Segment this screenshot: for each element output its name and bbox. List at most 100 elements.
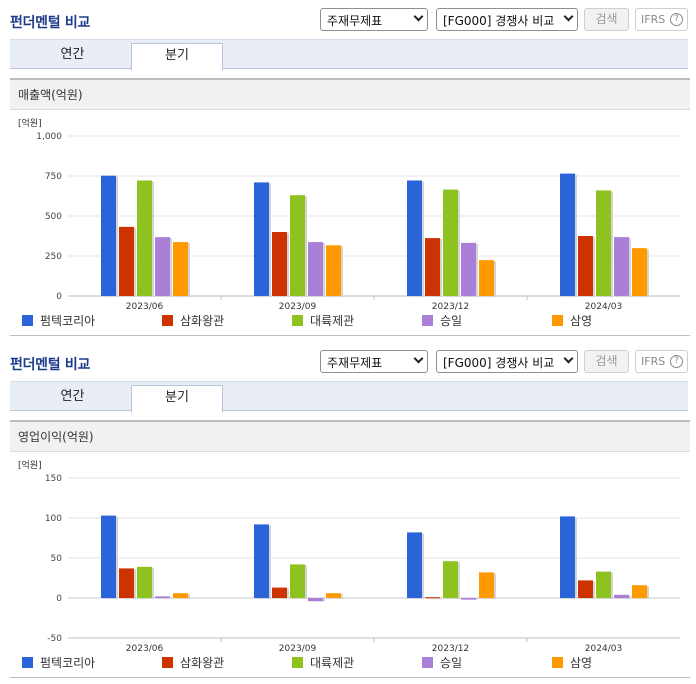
bar [119,568,134,598]
panel-title: 펀더멘털 비교 [10,15,91,31]
legend-item[interactable]: 삼화왕관 [162,312,224,329]
bar [407,180,422,296]
y-tick-label: 0 [56,594,62,604]
bar [425,597,440,599]
legend-swatch [162,315,173,326]
panel-title: 펀더멘털 비교 [10,357,91,373]
divider [10,335,690,336]
tab-quarter[interactable]: 분기 [131,43,223,71]
legend-item[interactable]: 대륙제관 [292,654,354,671]
y-tick-label: 500 [45,212,62,222]
bar [308,598,323,602]
legend-item[interactable]: 삼영 [552,654,592,671]
legend-swatch [552,657,563,668]
bar [308,242,323,296]
bar [173,593,188,598]
compare-select[interactable]: [FG000] 경쟁사 비교 [436,8,578,31]
ifrs-help-button[interactable]: IFRS ? [635,350,688,373]
bar [632,248,647,296]
legend-label: 승일 [440,656,463,670]
operating-profit-chart-svg: [억원] -50 0 50 100 150 2023/06 2023/09 2023/12 202… [18,459,680,654]
legend-label: 삼영 [570,656,593,670]
legend-item[interactable]: 펌텍코리아 [22,654,95,671]
bar-shadow [427,598,442,600]
revenue-chart-svg: [억원] 0 250 500 750 1,000 2023/06 2023/09 2023/12… [18,117,680,312]
x-tick-label: 2023/12 [432,644,469,654]
bar [101,175,116,296]
compare-select-value: [FG000] 경쟁사 비교 [443,14,555,28]
operating-profit-legend: 펌텍코리아 삼화왕관 대륙제관 승일 삼영 [22,654,682,670]
legend-item[interactable]: 승일 [422,312,462,329]
y-tick-label: 250 [45,252,62,262]
compare-select[interactable]: [FG000] 경쟁사 비교 [436,350,578,373]
compare-select-value: [FG000] 경쟁사 비교 [443,356,555,370]
bar [443,189,458,296]
ifrs-help-button[interactable]: IFRS ? [635,8,688,31]
bar [578,236,593,296]
metric-header: 매출액(억원) [10,78,690,110]
bar [479,260,494,296]
y-tick-label: -50 [47,634,62,644]
x-tick-label: 2023/09 [279,302,317,312]
statement-select[interactable]: 주재무제표 [320,8,428,31]
statement-select[interactable]: 주재무제표 [320,350,428,373]
bar [119,226,134,296]
legend-swatch [292,657,303,668]
period-tabs: 연간 분기 [10,381,688,413]
legend-item[interactable]: 펌텍코리아 [22,312,95,329]
search-button[interactable]: 검색 [584,350,629,373]
legend-item[interactable]: 대륙제관 [292,312,354,329]
legend-swatch [422,657,433,668]
y-tick-label: 0 [56,292,62,302]
y-tick-label: 150 [45,474,62,484]
operating-profit-chart: [억원] -50 0 50 100 150 2023/06 2023/09 2023/12 202… [10,454,690,679]
legend-item[interactable]: 승일 [422,654,462,671]
bar [461,242,476,296]
y-tick-label: 1,000 [36,132,62,142]
bar [254,524,269,598]
chevron-down-icon [563,11,574,22]
fundamental-compare-panel-operating-profit: 펀더멘털 비교 주재무제표 [FG000] 경쟁사 비교 검색 IFRS ? 연… [0,342,696,684]
x-tick-label: 2023/06 [126,644,164,654]
search-button[interactable]: 검색 [584,8,629,31]
bar [290,195,305,296]
legend-swatch [292,315,303,326]
ifrs-label: IFRS [641,13,666,26]
legend-swatch [22,657,33,668]
bar [272,232,287,296]
x-tick-label: 2023/06 [126,302,164,312]
x-tick-label: 2023/09 [279,644,317,654]
tab-annual[interactable]: 연간 [60,47,85,62]
legend-item[interactable]: 삼화왕관 [162,654,224,671]
ifrs-label: IFRS [641,355,666,368]
tab-quarter[interactable]: 분기 [131,385,223,413]
x-tick-label: 2024/03 [585,644,622,654]
x-tick-label: 2023/12 [432,302,469,312]
bar [272,587,287,598]
legend-swatch [422,315,433,326]
chevron-down-icon [413,353,424,364]
bar [632,585,647,598]
legend-item[interactable]: 삼영 [552,312,592,329]
y-tick-label: 100 [45,514,62,524]
bar [614,594,629,598]
legend-label: 펌텍코리아 [40,314,96,328]
bar [596,571,611,598]
tab-annual[interactable]: 연간 [60,389,85,404]
question-icon: ? [670,355,683,368]
y-tick-label: 50 [51,554,63,564]
bar [155,596,170,598]
bar [560,516,575,598]
legend-label: 승일 [440,314,463,328]
legend-label: 삼영 [570,314,593,328]
bar-shadow [157,597,172,599]
legend-label: 대륙제관 [310,656,355,670]
metric-header: 영업이익(억원) [10,420,690,452]
bar [290,564,305,598]
fundamental-compare-panel-revenue: 펀더멘털 비교 주재무제표 [FG000] 경쟁사 비교 검색 IFRS ? 연… [10,8,690,336]
bar [578,580,593,598]
bar [101,515,116,598]
legend-label: 대륙제관 [310,314,355,328]
legend-label: 삼화왕관 [180,656,225,670]
y-unit-label: [억원] [18,459,42,471]
